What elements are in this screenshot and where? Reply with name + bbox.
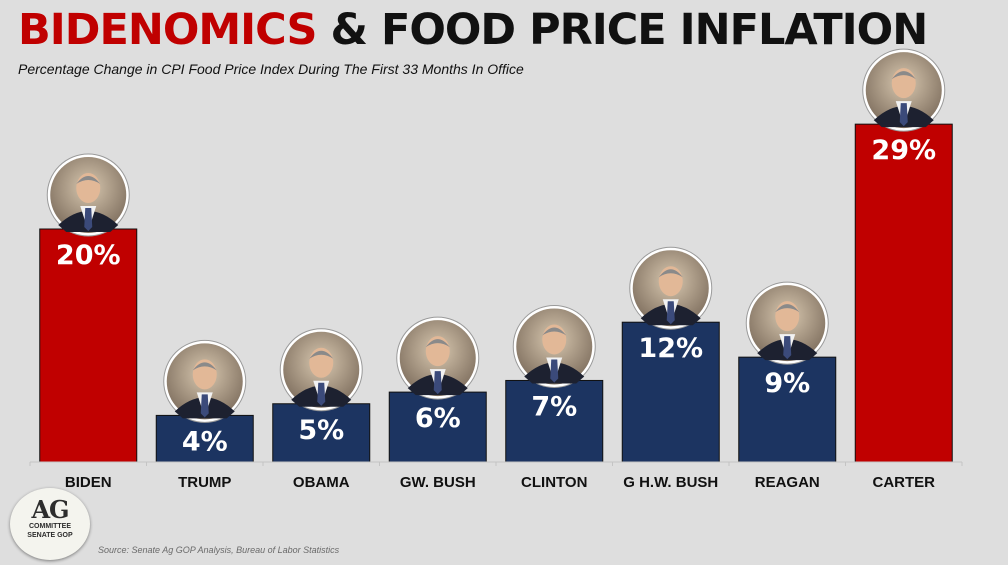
- value-label-obama: 5%: [298, 415, 344, 446]
- logo-senate-gop-text: SENATE GOP: [27, 532, 73, 539]
- bar-obama: [272, 403, 371, 463]
- bar-carter: [854, 123, 953, 463]
- bar-trump: [155, 414, 254, 463]
- category-label-g-h-w-bush: G H.W. BUSH: [623, 474, 718, 491]
- value-label-carter: 29%: [871, 135, 936, 166]
- portrait-reagan: [745, 281, 829, 365]
- portrait-obama: [279, 328, 363, 412]
- chart-subtitle: Percentage Change in CPI Food Price Inde…: [18, 61, 524, 77]
- title-bidenomics: BIDENOMICS: [18, 5, 317, 55]
- value-label-trump: 4%: [182, 426, 228, 457]
- category-label-carter: CARTER: [873, 474, 936, 491]
- bar-gw-bush: [388, 391, 487, 463]
- portrait-gw-bush: [396, 316, 480, 400]
- portrait-g-h-w-bush: [629, 246, 713, 330]
- category-label-trump: TRUMP: [178, 474, 231, 491]
- source-note: Source: Senate Ag GOP Analysis, Bureau o…: [98, 545, 340, 555]
- portrait-carter: [862, 48, 946, 132]
- category-label-gw-bush: GW. BUSH: [400, 474, 476, 491]
- bar-g-h-w-bush: [621, 321, 720, 463]
- logo-ag-text: AG: [31, 495, 69, 524]
- category-label-obama: OBAMA: [293, 474, 350, 491]
- portrait-clinton: [512, 304, 596, 388]
- bar-reagan: [738, 356, 837, 463]
- value-label-g-h-w-bush: 12%: [638, 333, 703, 364]
- category-label-biden: BIDEN: [65, 474, 112, 491]
- category-label-clinton: CLINTON: [521, 474, 587, 491]
- category-label-reagan: REAGAN: [755, 474, 820, 491]
- bar-biden: [39, 228, 138, 463]
- ag-committee-logo: AG COMMITTEE SENATE GOP: [10, 488, 90, 560]
- value-label-biden: 20%: [56, 240, 121, 271]
- title-food-price-inflation: & FOOD PRICE INFLATION: [330, 5, 928, 55]
- chart-title: BIDENOMICS & FOOD PRICE INFLATION: [18, 4, 928, 56]
- value-label-clinton: 7%: [531, 391, 577, 422]
- portrait-biden: [46, 153, 130, 237]
- value-label-gw-bush: 6%: [415, 403, 461, 434]
- value-label-reagan: 9%: [764, 368, 810, 399]
- bar-clinton: [505, 379, 604, 463]
- logo-committee-text: COMMITTEE: [29, 523, 71, 530]
- portrait-trump: [163, 339, 247, 423]
